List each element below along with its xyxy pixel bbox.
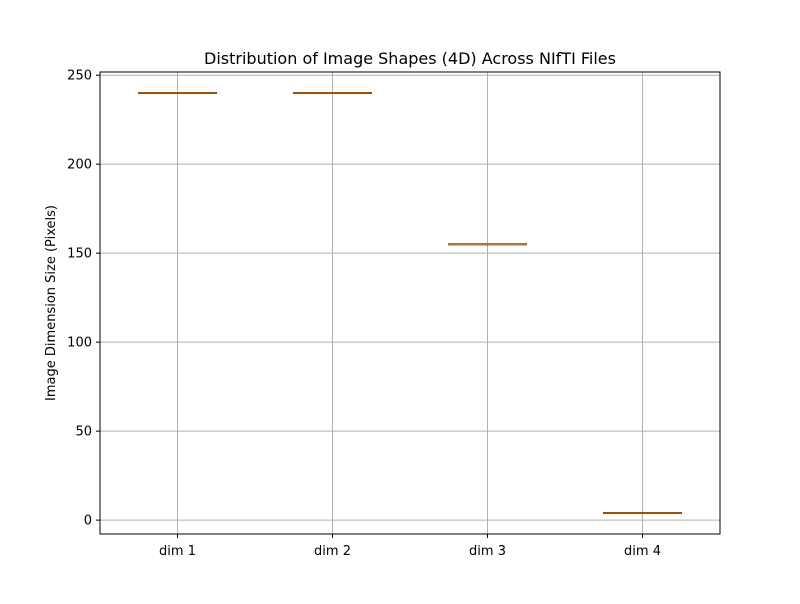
y-axis-label: Image Dimension Size (Pixels) <box>44 205 59 401</box>
plot-frame <box>99 71 721 535</box>
y-tick-label: 150 <box>67 247 92 262</box>
y-tick-label: 50 <box>75 425 92 440</box>
y-tick-label: 250 <box>67 69 92 84</box>
chart-title: Distribution of Image Shapes (4D) Across… <box>204 49 616 68</box>
y-tick-label: 100 <box>67 336 92 351</box>
x-tick-label: dim 3 <box>469 544 506 559</box>
box-layer <box>138 92 682 514</box>
x-tick-label: dim 1 <box>159 544 196 559</box>
x-tick-label: dim 4 <box>624 544 661 559</box>
grid-layer <box>100 72 720 534</box>
tick-layer: 0 50 100 150 200 250 dim 1 dim 2 dim 3 dim 4 <box>67 69 661 559</box>
x-tick-label: dim 2 <box>314 544 351 559</box>
y-tick-label: 200 <box>67 158 92 173</box>
y-tick-label: 0 <box>84 514 92 529</box>
